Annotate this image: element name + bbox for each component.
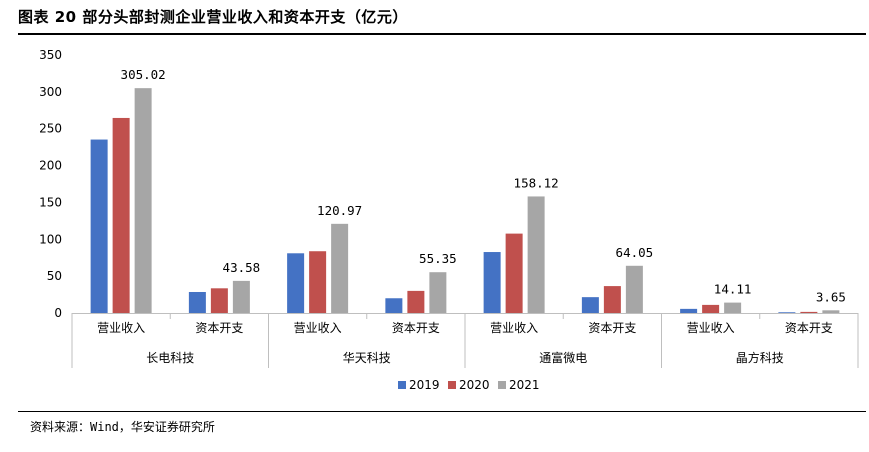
bar-2019	[385, 298, 403, 313]
bar-2020	[210, 288, 228, 313]
bar-2019	[90, 139, 108, 313]
bar-2021	[724, 302, 742, 313]
bar-2019	[483, 252, 501, 313]
category-label: 资本开支	[392, 321, 440, 335]
data-label: 3.65	[816, 289, 846, 304]
category-label: 资本开支	[785, 321, 833, 335]
y-tick-label: 0	[54, 306, 62, 320]
data-label: 305.02	[121, 67, 166, 82]
source-note: 资料来源：Wind，华安证券研究所	[30, 420, 215, 434]
legend-label: 2021	[509, 378, 540, 392]
chart-axes: 0 50 100 150 200 250 300 350	[39, 48, 859, 368]
bar-2021	[429, 272, 447, 313]
bar-2020	[505, 233, 523, 313]
bar-2019	[680, 308, 698, 313]
category-label: 资本开支	[588, 321, 636, 335]
y-tick-label: 350	[39, 48, 62, 62]
bar-2021	[822, 310, 840, 313]
legend-label: 2019	[409, 378, 440, 392]
bar-2021	[625, 265, 643, 313]
bar-2021	[134, 88, 152, 314]
category-label: 营业收入	[687, 321, 735, 335]
y-tick-label: 150	[39, 195, 62, 209]
bar-2021	[331, 223, 349, 313]
bar-2020	[603, 286, 621, 313]
bar-2020	[800, 311, 818, 313]
category-label: 营业收入	[490, 321, 538, 335]
category-label: 营业收入	[294, 321, 342, 335]
bar-2019	[287, 253, 305, 313]
y-tick-label: 250	[39, 122, 62, 136]
legend-swatch-2019	[398, 381, 406, 389]
data-label: 55.35	[419, 251, 457, 266]
y-tick-label: 50	[47, 269, 62, 283]
category-label: 营业收入	[97, 321, 145, 335]
source-divider	[18, 411, 866, 412]
data-label: 14.11	[714, 282, 752, 297]
bar-2021	[527, 196, 545, 313]
legend-swatch-2021	[498, 381, 506, 389]
y-tick-label: 200	[39, 159, 62, 173]
bar-2020	[702, 304, 720, 313]
category-label: 资本开支	[195, 321, 243, 335]
data-label: 43.58	[223, 260, 261, 275]
company-label: 晶方科技	[736, 350, 784, 365]
legend-label: 2020	[459, 378, 490, 392]
chart-legend: 2019 2020 2021	[398, 378, 540, 392]
bar-2020	[309, 251, 327, 313]
title-divider	[18, 33, 866, 35]
y-tick-label: 300	[39, 85, 62, 99]
bar-2019	[778, 312, 796, 313]
chart-bars	[90, 88, 840, 314]
legend-swatch-2020	[448, 381, 456, 389]
company-label: 通富微电	[539, 350, 587, 365]
page-title: 图表 20 部分头部封测企业营业收入和资本开支（亿元）	[18, 8, 408, 26]
data-label: 64.05	[616, 245, 654, 260]
company-label: 长电科技	[146, 351, 194, 365]
data-label: 120.97	[317, 203, 362, 218]
bar-2019	[581, 297, 599, 313]
y-tick-label: 100	[39, 232, 62, 246]
bar-2019	[188, 291, 206, 313]
bar-2020	[112, 117, 130, 314]
bar-2020	[407, 290, 425, 313]
company-label: 华天科技	[343, 351, 391, 365]
data-label: 158.12	[514, 175, 559, 190]
bar-2021	[232, 280, 250, 313]
